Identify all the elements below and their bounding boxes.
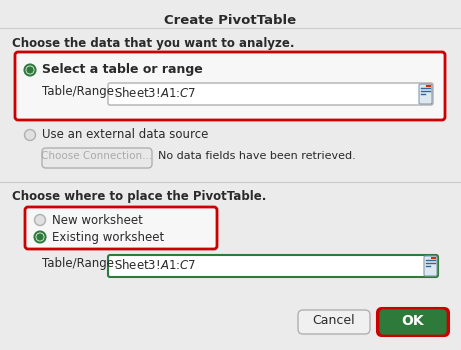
Circle shape bbox=[27, 67, 33, 73]
Text: Cancel: Cancel bbox=[313, 314, 355, 327]
Text: Sheet3!$A$1:$C$7: Sheet3!$A$1:$C$7 bbox=[114, 86, 196, 100]
FancyBboxPatch shape bbox=[15, 52, 445, 120]
Text: Choose the data that you want to analyze.: Choose the data that you want to analyze… bbox=[12, 37, 295, 50]
Text: Table/Range:: Table/Range: bbox=[42, 257, 118, 270]
Text: New worksheet: New worksheet bbox=[52, 214, 143, 227]
Text: Select a table or range: Select a table or range bbox=[42, 63, 203, 76]
Circle shape bbox=[37, 234, 43, 240]
Text: Sheet3!$A$1:$C$7: Sheet3!$A$1:$C$7 bbox=[114, 258, 196, 272]
Text: Choose where to place the PivotTable.: Choose where to place the PivotTable. bbox=[12, 190, 266, 203]
FancyBboxPatch shape bbox=[42, 148, 152, 168]
Circle shape bbox=[24, 130, 35, 140]
FancyBboxPatch shape bbox=[298, 310, 370, 334]
Text: Existing worksheet: Existing worksheet bbox=[52, 231, 164, 244]
FancyBboxPatch shape bbox=[424, 256, 437, 276]
Text: Table/Range:: Table/Range: bbox=[42, 85, 118, 98]
FancyBboxPatch shape bbox=[419, 84, 432, 104]
Text: OK: OK bbox=[402, 314, 424, 328]
FancyBboxPatch shape bbox=[377, 308, 449, 336]
Text: Use an external data source: Use an external data source bbox=[42, 128, 208, 141]
FancyBboxPatch shape bbox=[108, 83, 433, 105]
Circle shape bbox=[35, 231, 46, 243]
FancyBboxPatch shape bbox=[380, 310, 446, 334]
FancyBboxPatch shape bbox=[25, 207, 217, 249]
Circle shape bbox=[35, 215, 46, 225]
Text: Choose Connection...: Choose Connection... bbox=[41, 151, 153, 161]
Circle shape bbox=[24, 64, 35, 76]
Text: No data fields have been retrieved.: No data fields have been retrieved. bbox=[158, 151, 356, 161]
FancyBboxPatch shape bbox=[108, 255, 438, 277]
Text: Create PivotTable: Create PivotTable bbox=[164, 14, 296, 27]
